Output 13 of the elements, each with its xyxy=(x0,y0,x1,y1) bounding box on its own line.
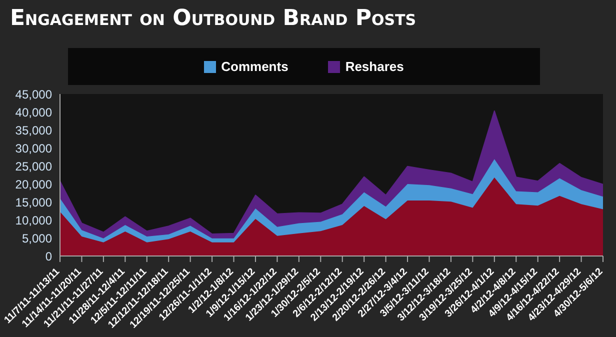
y-tick-label: 40,000 xyxy=(15,105,52,120)
y-tick-label: 10,000 xyxy=(15,213,52,228)
chart-title: Engagement on Outbound Brand Posts xyxy=(10,6,416,31)
y-tick-label: 45,000 xyxy=(15,87,52,102)
legend-label: Comments xyxy=(221,59,288,74)
y-tick-label: 15,000 xyxy=(15,195,52,210)
y-tick-label: 20,000 xyxy=(15,177,52,192)
y-tick-label: 25,000 xyxy=(15,159,52,174)
y-tick-label: 30,000 xyxy=(15,141,52,156)
y-tick-label: 5,000 xyxy=(22,231,52,246)
y-tick-label: 35,000 xyxy=(15,123,52,138)
legend-label: Reshares xyxy=(345,59,404,74)
y-tick-label: 0 xyxy=(45,249,52,264)
